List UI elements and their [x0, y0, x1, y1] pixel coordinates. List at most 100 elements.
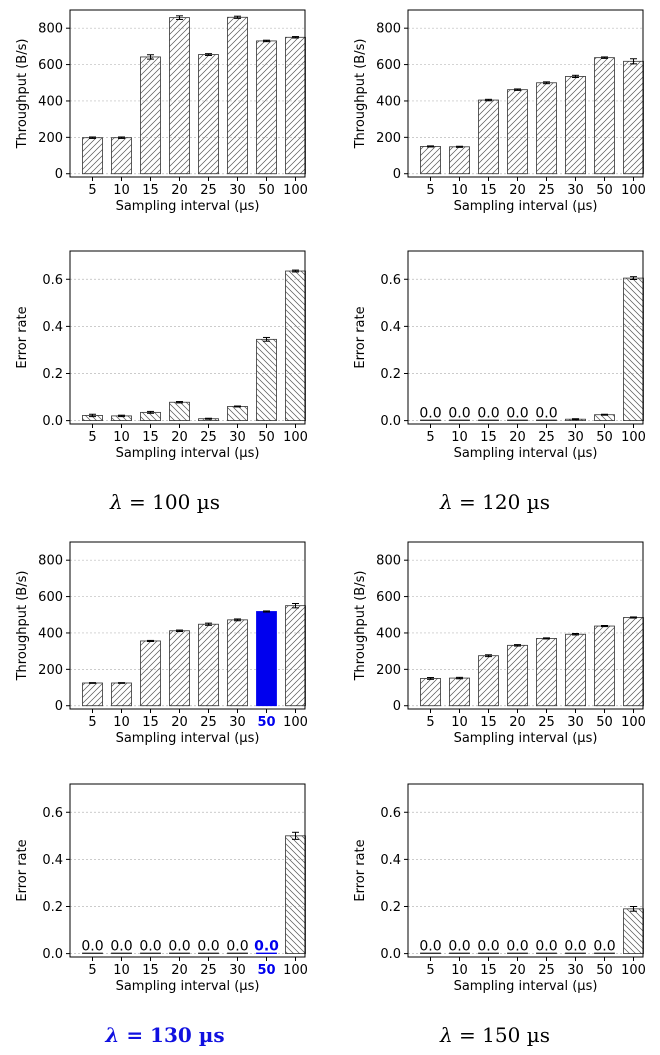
bar-50	[594, 625, 615, 707]
bar-25	[198, 54, 219, 175]
panel-throughput-lambda-120: 0 200 400 600 800 5 10 15 20 25 30 50 100 Sampling in…	[353, 9, 646, 214]
y-tick-label: 800	[376, 554, 401, 569]
bar-30	[565, 75, 586, 175]
x-tick-label: 25	[538, 963, 555, 978]
bar-20	[169, 630, 190, 707]
panel-throughput-lambda-100: 0 200 400 600 800 5 10 15 20 25 30 50 100 Sampling in…	[15, 9, 308, 214]
y-tick-label: 400	[376, 94, 401, 109]
data-label: 0.0	[254, 939, 279, 955]
x-tick-label: 15	[480, 183, 497, 198]
axes-frame	[407, 9, 644, 178]
x-tick-label: 100	[283, 430, 308, 445]
x-axis-title: Sampling interval (µs)	[454, 731, 598, 746]
panel-throughput-lambda-130: 0 200 400 600 800 5 10 15 20 25 30 50 100 Sampling in…	[15, 541, 308, 746]
x-axis-title: Sampling interval (µs)	[116, 446, 260, 461]
x-tick-label: 30	[567, 430, 584, 445]
y-tick-label: 0	[393, 699, 401, 714]
bar-30	[565, 952, 586, 955]
y-tick-label: 600	[376, 590, 401, 605]
x-tick-label: 100	[621, 963, 646, 978]
y-tick-label: 600	[38, 590, 63, 605]
x-tick-label: 15	[480, 430, 497, 445]
data-label: 0.0	[477, 939, 499, 955]
bar-50	[256, 952, 277, 955]
x-tick-label: 15	[142, 430, 159, 445]
x-tick-label: 10	[451, 430, 468, 445]
caption-lambda-120: λ = 120 µs	[440, 490, 550, 514]
y-tick-label: 200	[376, 131, 401, 146]
data-label: 0.0	[168, 939, 190, 955]
y-tick-label: 200	[38, 131, 63, 146]
y-tick-label: 800	[376, 22, 401, 37]
data-label: 0.0	[593, 939, 615, 955]
x-tick-label: 50	[596, 963, 613, 978]
y-tick-label: 0.6	[380, 273, 401, 288]
bar-100	[623, 60, 644, 175]
data-label: 0.0	[197, 939, 219, 955]
bar-30	[565, 633, 586, 707]
x-tick-label: 25	[538, 183, 555, 198]
y-tick-label: 0.6	[42, 806, 63, 821]
x-tick-label: 15	[142, 183, 159, 198]
panel-error-lambda-130: 0.0 0.0 0.0 0.0 0.0 0.0 0.0 0.0 0.2 0.4 0.6 5 10 15 20…	[15, 783, 308, 994]
bar-10	[449, 146, 470, 175]
x-tick-label: 30	[567, 183, 584, 198]
bar-20	[507, 644, 528, 707]
bar-25	[536, 419, 557, 422]
x-tick-label: 50	[258, 430, 275, 445]
bar-15	[140, 952, 161, 955]
axes-frame	[69, 541, 306, 710]
axes-frame	[69, 783, 306, 958]
x-tick-label: 5	[426, 963, 434, 978]
bar-25	[536, 82, 557, 175]
bar-10	[449, 952, 470, 955]
x-tick-label: 20	[171, 963, 188, 978]
y-axis-title: Error rate	[353, 306, 368, 368]
y-axis-title: Error rate	[353, 839, 368, 901]
x-tick-label: 30	[229, 963, 246, 978]
x-tick-label: 10	[451, 963, 468, 978]
axes-frame	[407, 250, 644, 425]
x-tick-label: 20	[509, 963, 526, 978]
y-tick-label: 0	[55, 167, 63, 182]
data-label: 0.0	[139, 939, 161, 955]
x-tick-label: 5	[426, 715, 434, 730]
data-label: 0.0	[419, 406, 441, 422]
y-axis-title: Throughput (B/s)	[15, 39, 30, 150]
y-tick-label: 0.0	[42, 414, 63, 429]
bar-5	[420, 146, 441, 175]
y-tick-label: 400	[38, 626, 63, 641]
x-tick-label: 20	[509, 715, 526, 730]
x-tick-label: 50	[257, 963, 275, 978]
bar-15	[140, 56, 161, 175]
x-tick-label: 20	[509, 430, 526, 445]
bar-15	[478, 419, 499, 422]
bar-50	[594, 57, 615, 175]
x-tick-label: 10	[451, 715, 468, 730]
x-tick-label: 30	[229, 430, 246, 445]
x-axis-title: Sampling interval (µs)	[116, 199, 260, 214]
x-tick-label: 15	[480, 715, 497, 730]
bar-20	[507, 419, 528, 422]
bar-20	[507, 89, 528, 175]
data-label: 0.0	[448, 939, 470, 955]
x-tick-label: 10	[451, 183, 468, 198]
bar-50	[256, 40, 277, 175]
data-label: 0.0	[477, 406, 499, 422]
bar-20	[507, 952, 528, 955]
x-tick-label: 10	[113, 430, 130, 445]
bar-100	[285, 270, 306, 422]
data-label: 0.0	[564, 939, 586, 955]
bar-25	[198, 952, 219, 955]
y-tick-label: 600	[376, 58, 401, 73]
x-tick-label: 100	[621, 715, 646, 730]
bar-5	[420, 952, 441, 955]
bar-50	[594, 952, 615, 955]
x-tick-label: 15	[142, 715, 159, 730]
data-label: 0.0	[506, 939, 528, 955]
bar-50	[256, 611, 277, 707]
x-tick-label: 100	[283, 963, 308, 978]
bar-20	[169, 952, 190, 955]
bar-25	[536, 952, 557, 955]
